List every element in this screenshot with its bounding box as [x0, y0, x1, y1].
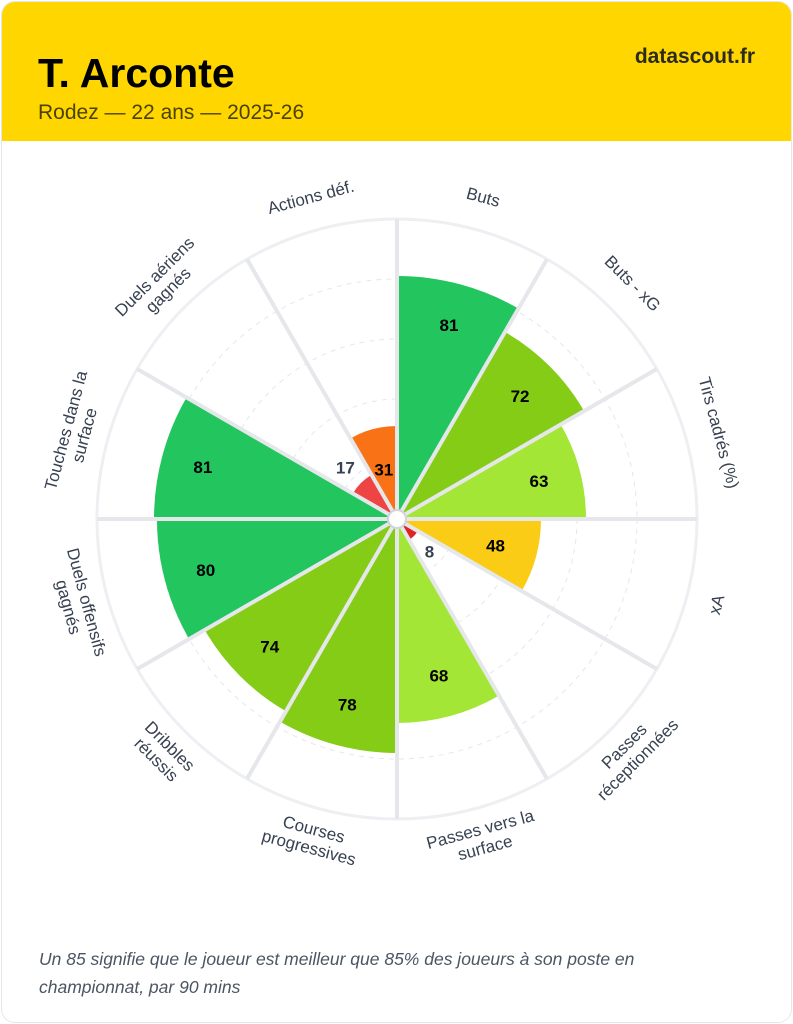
- player-subtitle: Rodez — 22 ans — 2025-26: [38, 101, 305, 124]
- category-label-line: Actions déf.: [265, 177, 356, 218]
- spoke: [395, 517, 549, 780]
- value-label: 48: [486, 536, 505, 555]
- category-label: Actions déf.: [265, 177, 356, 218]
- bar-2: [397, 424, 586, 519]
- category-label: Buts - xG: [601, 252, 665, 316]
- bar-6: [280, 519, 397, 753]
- brand-link[interactable]: datascout.fr: [634, 45, 755, 68]
- footer-note: Un 85 signifie que le joueur est meilleu…: [39, 949, 635, 997]
- spoke: [245, 517, 399, 780]
- value-label: 31: [374, 461, 393, 480]
- spoke: [395, 367, 658, 521]
- spoke: [136, 367, 399, 521]
- center-dot: [387, 509, 407, 529]
- value-label: 63: [530, 472, 549, 491]
- player-name: T. Arconte: [38, 50, 235, 96]
- value-label: 68: [429, 666, 448, 685]
- category-label: xA: [705, 592, 729, 617]
- bar-8: [157, 519, 397, 639]
- spoke: [136, 517, 399, 671]
- category-label-line: Buts - xG: [601, 252, 665, 316]
- spoke: [395, 258, 549, 521]
- bar-9: [154, 397, 397, 519]
- category-label: Tirs cadrés (%): [695, 375, 743, 491]
- category-label-line: Tirs cadrés (%): [695, 375, 743, 491]
- spoke: [245, 258, 399, 521]
- bar-1: [397, 331, 585, 519]
- category-label-line: xA: [705, 592, 729, 617]
- value-label: 81: [193, 458, 212, 477]
- bar-7: [204, 519, 397, 712]
- value-label: 80: [196, 561, 215, 580]
- header: T. Arconte Rodez — 22 ans — 2025-26 data…: [2, 2, 791, 141]
- bar-5: [397, 519, 499, 723]
- spoke: [395, 517, 658, 671]
- value-label: 81: [440, 316, 459, 335]
- value-label: 8: [425, 543, 434, 562]
- bar-0: [397, 276, 519, 519]
- category-label-line: Buts: [464, 184, 502, 211]
- value-label: 17: [336, 458, 355, 477]
- value-label: 72: [511, 387, 530, 406]
- bar-10: [352, 474, 397, 519]
- value-label: 78: [338, 695, 357, 714]
- category-label: Buts: [464, 184, 502, 211]
- bar-3: [397, 519, 541, 591]
- value-label: 74: [260, 637, 279, 656]
